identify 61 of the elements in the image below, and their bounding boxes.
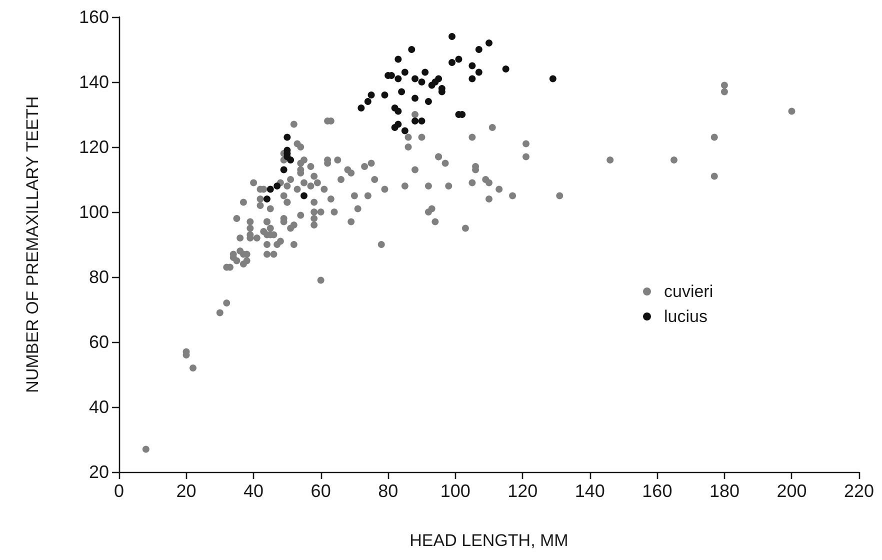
y-axis-title: NUMBER OF PREMAXILLARY TEETH (23, 96, 42, 393)
x-tick-label: 120 (508, 481, 538, 501)
legend-label: cuvieri (664, 282, 714, 301)
legend-label: lucius (664, 307, 708, 326)
point (422, 68, 429, 76)
point (424, 98, 432, 105)
point (448, 33, 456, 40)
x-tick-label: 60 (310, 481, 331, 501)
y-tick-label: 60 (88, 332, 109, 352)
point (468, 62, 476, 70)
point (358, 104, 365, 112)
point (448, 59, 456, 66)
point (368, 92, 375, 98)
y-tick-label: 120 (78, 137, 109, 157)
point (300, 192, 308, 200)
point (287, 156, 294, 164)
point (394, 56, 402, 63)
point (435, 75, 442, 82)
x-tick-label: 220 (844, 481, 874, 501)
y-tick-label: 80 (88, 267, 109, 287)
x-tick-label: 160 (642, 481, 672, 501)
point (475, 68, 482, 76)
point (394, 120, 402, 128)
x-tick-label: 180 (709, 481, 740, 501)
point (264, 196, 270, 202)
point (408, 46, 416, 53)
point (412, 118, 418, 124)
point (398, 88, 406, 96)
point (381, 92, 388, 98)
point (284, 134, 291, 141)
point (502, 66, 510, 72)
point (266, 186, 274, 193)
x-axis-title: HEAD LENGTH, MM (410, 531, 568, 550)
x-tick-label: 140 (574, 481, 605, 501)
point (401, 68, 408, 76)
point (274, 182, 281, 190)
x-tick-label: 0 (114, 481, 124, 501)
point (412, 75, 418, 82)
point (486, 40, 492, 46)
point (412, 94, 418, 102)
x-tick-label: 100 (440, 481, 470, 501)
y-tick-label: 160 (78, 7, 109, 27)
point (280, 166, 288, 174)
point (455, 56, 462, 63)
x-tick-label: 200 (776, 481, 807, 501)
point (394, 108, 402, 115)
point (394, 75, 402, 82)
x-tick-label: 40 (244, 481, 264, 501)
point (418, 78, 426, 86)
y-tick-label: 20 (88, 462, 109, 482)
point (475, 46, 482, 53)
point (418, 118, 426, 124)
y-tick-label: 40 (88, 397, 109, 417)
point (468, 75, 476, 82)
x-tick-label: 20 (176, 481, 196, 501)
y-tick-label: 140 (78, 72, 109, 92)
point (401, 127, 408, 134)
x-tick-label: 80 (378, 481, 398, 501)
y-tick-label: 100 (78, 202, 109, 222)
point (364, 98, 372, 105)
point (549, 75, 556, 82)
